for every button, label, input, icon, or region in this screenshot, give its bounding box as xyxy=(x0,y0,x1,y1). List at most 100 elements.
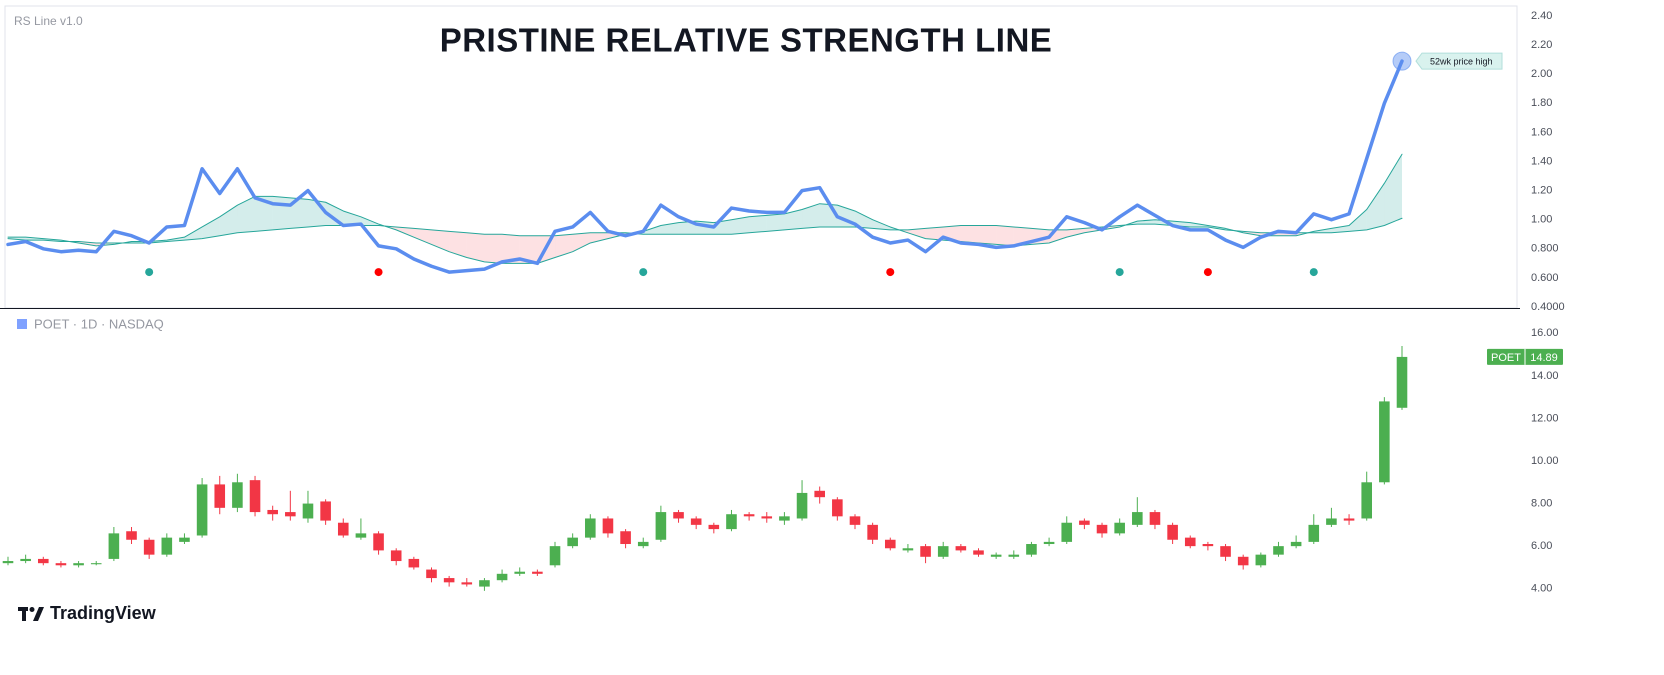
candle-body xyxy=(426,569,437,579)
candle-body xyxy=(867,524,878,540)
candle-body xyxy=(37,558,49,564)
candle-body xyxy=(108,533,120,559)
y-tick-label: 2.40 xyxy=(1531,10,1552,22)
candle-body xyxy=(1273,546,1284,555)
ma-fill xyxy=(925,226,944,241)
candle-body xyxy=(214,484,226,508)
ma-fill xyxy=(802,203,820,229)
candle-body xyxy=(708,524,720,530)
brand-name: TradingView xyxy=(50,603,157,623)
candle-body xyxy=(637,541,649,547)
candle-body xyxy=(1361,482,1373,519)
ma-fill xyxy=(731,216,750,235)
ma-fill xyxy=(272,196,291,230)
ma-fill xyxy=(1066,228,1085,238)
candle-body xyxy=(726,514,737,530)
candle-body xyxy=(461,582,473,585)
ma-fill xyxy=(978,225,997,245)
candle-body xyxy=(179,537,190,542)
ma-fill xyxy=(907,228,926,239)
ma-fill xyxy=(960,225,979,243)
y-tick-label: 1.00 xyxy=(1531,214,1552,226)
candle-body xyxy=(655,512,667,540)
ma-fill xyxy=(572,232,591,252)
candle-body xyxy=(1114,522,1125,534)
candle-body xyxy=(126,531,137,540)
candle-body xyxy=(390,550,402,562)
rs-line xyxy=(6,59,1404,274)
candle-body xyxy=(196,484,208,536)
ma-fill xyxy=(325,202,344,226)
candle-body xyxy=(1237,556,1249,566)
candle-body xyxy=(602,518,614,534)
signal-dot xyxy=(374,268,383,277)
candle-body xyxy=(814,490,825,498)
ma-fill xyxy=(237,196,256,233)
ma-fill xyxy=(1366,183,1385,230)
ma-fill xyxy=(255,196,273,232)
candle-body xyxy=(1202,544,1214,547)
ma-fill xyxy=(1137,219,1155,225)
signal-dot xyxy=(639,268,648,277)
price-tag-symbol: POET xyxy=(1491,352,1521,364)
y-tick-label: 4.00 xyxy=(1531,583,1552,595)
candle-body xyxy=(1326,518,1337,525)
ma-fill xyxy=(784,209,803,230)
ma-fill xyxy=(590,232,608,243)
candle-body xyxy=(973,550,984,555)
ma-fill xyxy=(678,221,697,235)
candle-body xyxy=(1290,541,1302,547)
y-tick-label: 1.80 xyxy=(1531,97,1552,109)
candle-body xyxy=(990,554,1002,557)
ma-fill xyxy=(290,197,308,229)
ma-fill xyxy=(1331,225,1350,233)
candle-body xyxy=(1220,546,1231,557)
candle-body xyxy=(514,571,526,574)
candle-body xyxy=(232,482,243,508)
candle-body xyxy=(73,563,84,566)
symbol-icon xyxy=(17,319,27,329)
annotation-box xyxy=(1415,52,1503,70)
candle-body xyxy=(796,492,808,519)
candle-body xyxy=(743,514,755,517)
candle-body xyxy=(955,546,967,551)
candle-body xyxy=(90,563,102,565)
ma-fill xyxy=(643,225,661,235)
signal-dot xyxy=(886,268,895,277)
candle-body xyxy=(285,512,296,517)
y-tick-label: 10.00 xyxy=(1531,455,1559,467)
signal-dot xyxy=(1115,268,1124,277)
candle-body xyxy=(1132,512,1143,525)
ma-fill xyxy=(184,226,203,241)
candle-body xyxy=(690,518,702,525)
y-tick-label: 1.40 xyxy=(1531,155,1552,167)
ma-fill xyxy=(449,231,467,258)
candle-body xyxy=(902,548,914,551)
candle-body xyxy=(2,561,14,564)
ma-fill xyxy=(466,232,485,262)
ma-line xyxy=(7,153,1403,264)
ma-fill xyxy=(413,228,432,245)
y-tick-label: 12.00 xyxy=(1531,412,1559,424)
ma-fill xyxy=(502,234,520,264)
ma-fill xyxy=(1349,209,1367,232)
candle-body xyxy=(620,531,631,545)
ma-fill xyxy=(854,210,873,229)
candle-body xyxy=(267,509,278,515)
candle-body xyxy=(1343,518,1355,521)
candle-body xyxy=(55,563,67,566)
y-tick-label: 8.00 xyxy=(1531,497,1552,509)
y-tick-label: 0.600 xyxy=(1531,272,1559,284)
candle-body xyxy=(1061,522,1073,542)
y-tick-label: 14.00 xyxy=(1531,370,1559,382)
candle-body xyxy=(532,571,543,574)
ma-fill xyxy=(749,215,767,233)
ma-fill xyxy=(1384,154,1402,226)
candle-body xyxy=(1308,524,1320,542)
candle-body xyxy=(1184,537,1196,547)
y-tick-label: 6.00 xyxy=(1531,540,1552,552)
candle-body xyxy=(249,480,261,513)
candle-body xyxy=(355,533,367,538)
candle-body xyxy=(673,512,684,519)
